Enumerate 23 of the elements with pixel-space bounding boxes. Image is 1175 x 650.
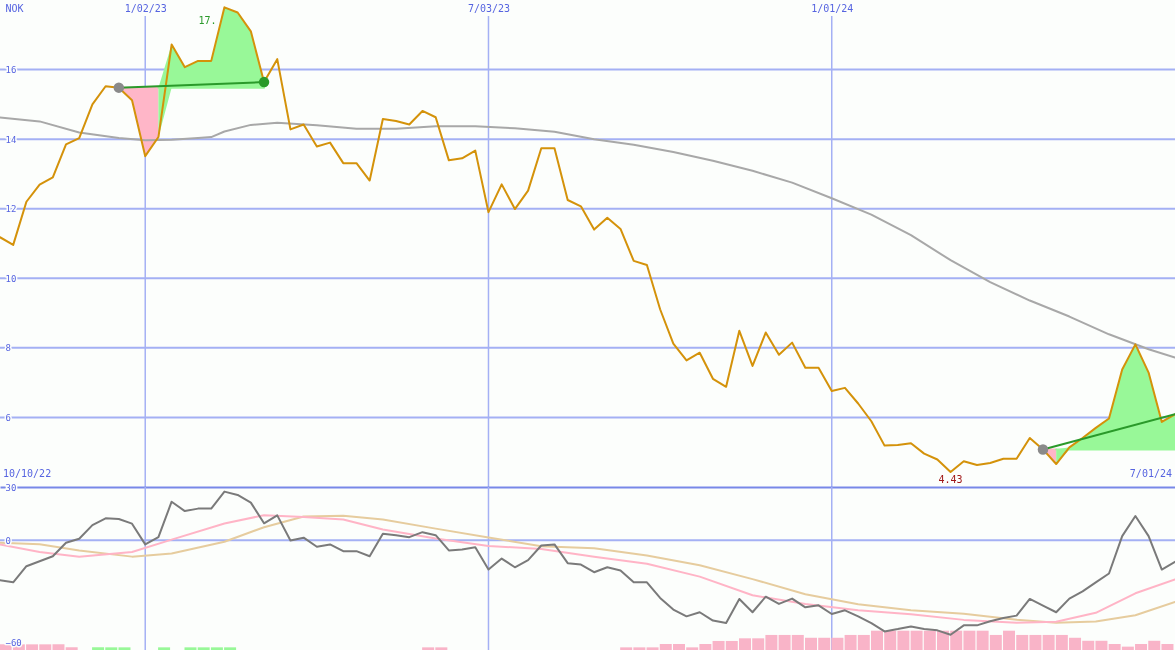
y-axis-title: NOK <box>5 2 24 14</box>
y-tick-label: 14 <box>5 134 17 145</box>
y-tick-label: 10 <box>5 273 17 284</box>
y-tick-label: −60 <box>5 638 22 649</box>
annotation: 7/01/24 <box>1129 468 1172 479</box>
annotation: 17. <box>198 15 217 27</box>
annotation: 10/10/22 <box>3 468 52 479</box>
y-tick-label: 30 <box>5 482 17 493</box>
x-tick-label: 7/03/23 <box>467 2 511 14</box>
line-series <box>0 116 1175 359</box>
y-tick-label: 6 <box>5 412 11 423</box>
point <box>1037 444 1049 455</box>
y-tick-label: 0 <box>5 535 11 546</box>
line-series <box>0 514 1175 624</box>
annotation: 4.43 <box>938 474 963 486</box>
y-tick-label: 8 <box>5 343 11 354</box>
x-tick-label: 1/01/24 <box>811 2 854 14</box>
point <box>113 82 125 93</box>
y-tick-label: 16 <box>5 65 17 76</box>
y-tick-label: 12 <box>5 204 17 215</box>
x-tick-label: 1/02/23 <box>124 2 167 14</box>
point <box>258 76 270 88</box>
line-series <box>0 490 1175 636</box>
